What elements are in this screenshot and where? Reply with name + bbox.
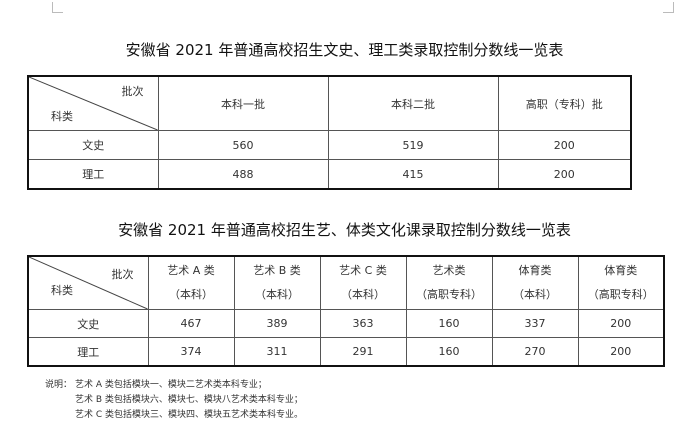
header-line1: 体育类 xyxy=(518,264,552,277)
table-row: 文史 467 389 363 160 337 200 xyxy=(27,309,665,338)
header-line2: （本科） xyxy=(169,288,213,301)
score-cell: 560 xyxy=(157,130,329,160)
column-header: 本科一批 xyxy=(157,75,329,131)
score-cell: 389 xyxy=(233,309,321,338)
header-line1: 体育类 xyxy=(604,264,638,277)
table1-title: 安徽省 2021 年普通高校招生文史、理工类录取控制分数线一览表 xyxy=(125,41,564,59)
header-line2: （本科） xyxy=(513,288,557,301)
score-cell: 160 xyxy=(405,337,493,367)
score-cell: 519 xyxy=(327,130,499,160)
score-cell: 488 xyxy=(157,159,329,190)
note-line: 艺术 B 类包括模块六、模块七、模块八艺术类本科专业； xyxy=(75,395,303,405)
score-cell: 200 xyxy=(577,309,665,338)
corner-batch-label: 批次 xyxy=(121,85,144,98)
table-row: 理工 374 311 291 160 270 200 xyxy=(27,337,665,367)
score-cell: 200 xyxy=(577,337,665,367)
header-line1: 艺术 B 类 xyxy=(253,264,301,277)
score-cell: 200 xyxy=(497,159,632,190)
header-line1: 艺术类 xyxy=(432,264,466,277)
admission-score-table-arts-sports: 批次 科类 艺术 A 类 （本科） 艺术 B 类 （本科） 艺术 C 类 （本科） 艺… xyxy=(27,255,665,367)
score-cell: 200 xyxy=(497,130,632,160)
score-cell: 291 xyxy=(319,337,407,367)
corner-header-cell: 批次 科类 xyxy=(27,255,149,310)
column-header: 艺术 A 类 （本科） xyxy=(147,255,235,310)
score-cell: 337 xyxy=(491,309,579,338)
column-header: 体育类 （高职专科） xyxy=(577,255,665,310)
note-line: 艺术 C 类包括模块三、模块四、模块五艺术类本科专业。 xyxy=(75,410,304,420)
table-header-row: 批次 科类 本科一批 本科二批 高职（专科）批 xyxy=(27,75,632,131)
column-header: 高职（专科）批 xyxy=(497,75,632,131)
header-line2: （高职专科） xyxy=(416,288,482,301)
header-line1: 艺术 A 类 xyxy=(167,264,215,277)
header-line2: （高职专科） xyxy=(587,288,654,301)
admission-score-table-regular: 批次 科类 本科一批 本科二批 高职（专科）批 文史 560 519 200 理… xyxy=(27,75,632,190)
score-cell: 374 xyxy=(147,337,235,367)
row-label: 理工 xyxy=(27,337,149,367)
column-header: 本科二批 xyxy=(327,75,499,131)
column-header: 艺术类 （高职专科） xyxy=(405,255,493,310)
note-label: 说明： xyxy=(45,380,73,390)
table-row: 文史 560 519 200 xyxy=(27,130,632,160)
page-corner-mark-left xyxy=(52,2,63,13)
corner-header-cell: 批次 科类 xyxy=(27,75,159,131)
row-label: 文史 xyxy=(27,130,159,160)
corner-category-label: 科类 xyxy=(51,110,73,123)
corner-batch-label: 批次 xyxy=(111,268,134,281)
score-cell: 467 xyxy=(147,309,235,338)
table-row: 理工 488 415 200 xyxy=(27,159,632,190)
row-label: 文史 xyxy=(27,309,149,338)
page-corner-mark-right xyxy=(663,2,674,13)
column-header: 体育类 （本科） xyxy=(491,255,579,310)
column-header: 艺术 C 类 （本科） xyxy=(319,255,407,310)
score-cell: 363 xyxy=(319,309,407,338)
score-cell: 270 xyxy=(491,337,579,367)
column-header: 艺术 B 类 （本科） xyxy=(233,255,321,310)
score-cell: 311 xyxy=(233,337,321,367)
corner-category-label: 科类 xyxy=(51,284,73,297)
table-header-row: 批次 科类 艺术 A 类 （本科） 艺术 B 类 （本科） 艺术 C 类 （本科） 艺… xyxy=(27,255,665,310)
header-line1: 艺术 C 类 xyxy=(339,264,387,277)
header-line2: （本科） xyxy=(255,288,299,301)
row-label: 理工 xyxy=(27,159,159,190)
header-line2: （本科） xyxy=(341,288,385,301)
score-cell: 415 xyxy=(327,159,499,190)
score-cell: 160 xyxy=(405,309,493,338)
note-line: 艺术 A 类包括模块一、模块二艺术类本科专业； xyxy=(75,380,267,390)
table2-title: 安徽省 2021 年普通高校招生艺、体类文化课录取控制分数线一览表 xyxy=(118,221,571,239)
